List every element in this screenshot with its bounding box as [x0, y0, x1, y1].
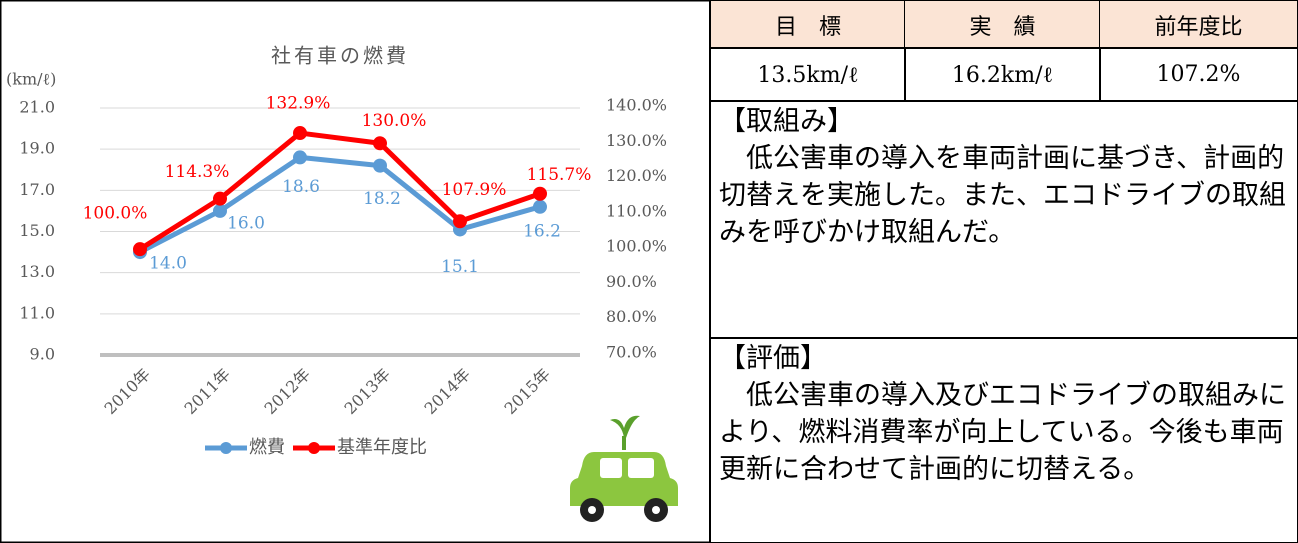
data-label: 16.2: [523, 221, 561, 241]
header-cell: 目 標: [710, 0, 906, 49]
data-label: 100.0%: [83, 204, 148, 224]
section: 【取組み】 低公害車の導入を車両計画に基づき、計画的切替えを実施した。また、エコ…: [710, 100, 1298, 339]
section-heading: 【評価】: [719, 343, 827, 374]
y2-tick-label: 70.0%: [606, 343, 657, 362]
point: [133, 242, 147, 257]
y-tick-label: 13.0: [19, 262, 55, 281]
point: [533, 199, 547, 214]
data-label: 18.2: [363, 189, 401, 209]
y2-tick-label: 90.0%: [606, 272, 657, 291]
point: [293, 150, 307, 165]
data-label: 14.0: [149, 254, 187, 274]
y-axis-label: (km/ℓ): [6, 70, 56, 89]
y2-tick-label: 110.0%: [606, 201, 667, 220]
legend-marker: [308, 442, 320, 454]
data-label: 115.7%: [527, 165, 592, 185]
section-text: 低公害車の導入及びエコドライブの取組みにより、燃料消費率が向上している。今後も車…: [719, 380, 1286, 485]
point: [213, 203, 227, 218]
legend-label: 燃費: [249, 437, 285, 458]
header-cell: 前年度比: [1099, 0, 1298, 49]
chart-title: 社有車の燃費: [271, 44, 409, 68]
y-tick-label: 17.0: [19, 180, 55, 199]
value-cell: 13.5km/ℓ: [710, 47, 906, 102]
point: [293, 126, 307, 141]
data-label: 114.3%: [165, 162, 230, 182]
point: [533, 186, 547, 201]
y-tick-label: 21.0: [19, 98, 55, 117]
chart-frame: [0, 0, 711, 543]
value-cell: 16.2km/ℓ: [904, 47, 1101, 102]
section-heading: 【取組み】: [719, 106, 854, 137]
y2-tick-label: 140.0%: [606, 96, 667, 115]
data-label: 130.0%: [362, 111, 427, 131]
data-label: 16.0: [227, 213, 265, 233]
series-line: [138, 130, 541, 252]
data-label: 132.9%: [266, 94, 331, 114]
data-label: 15.1: [441, 257, 479, 277]
series-line: [138, 154, 541, 255]
value-cell: 107.2%: [1099, 47, 1298, 102]
point: [453, 214, 467, 229]
point: [373, 158, 387, 173]
chart: 社有車の燃費 (km/ℓ) 9.0 11.0 13.0 15.0 17.0 19.0 21.…: [0, 0, 711, 543]
y-tick-label: 19.0: [19, 139, 55, 158]
legend-marker: [220, 442, 232, 454]
section-text: 低公害車の導入を車両計画に基づき、計画的切替えを実施した。また、エコドライブの取…: [719, 143, 1286, 248]
point: [213, 191, 227, 206]
y2-tick-label: 120.0%: [606, 166, 667, 185]
y-tick-label: 9.0: [30, 345, 55, 364]
legend-label: 基準年度比: [337, 437, 427, 458]
y-tick-label: 11.0: [19, 303, 55, 322]
data-label: 107.9%: [442, 180, 507, 200]
y2-tick-label: 80.0%: [606, 307, 657, 326]
summary-panel: 目 標 実 績 前年度比 13.5km/ℓ 16.2km/ℓ 107.2% 【取…: [710, 0, 1298, 543]
section: 【評価】 低公害車の導入及びエコドライブの取組みにより、燃料消費率が向上している…: [710, 337, 1298, 543]
point: [373, 136, 387, 151]
car-icon: [570, 415, 678, 522]
y2-tick-label: 130.0%: [606, 131, 667, 150]
y-tick-label: 15.0: [19, 221, 55, 240]
header-cell: 実 績: [904, 0, 1101, 49]
y2-tick-label: 100.0%: [606, 237, 667, 256]
data-label: 18.6: [282, 177, 320, 197]
